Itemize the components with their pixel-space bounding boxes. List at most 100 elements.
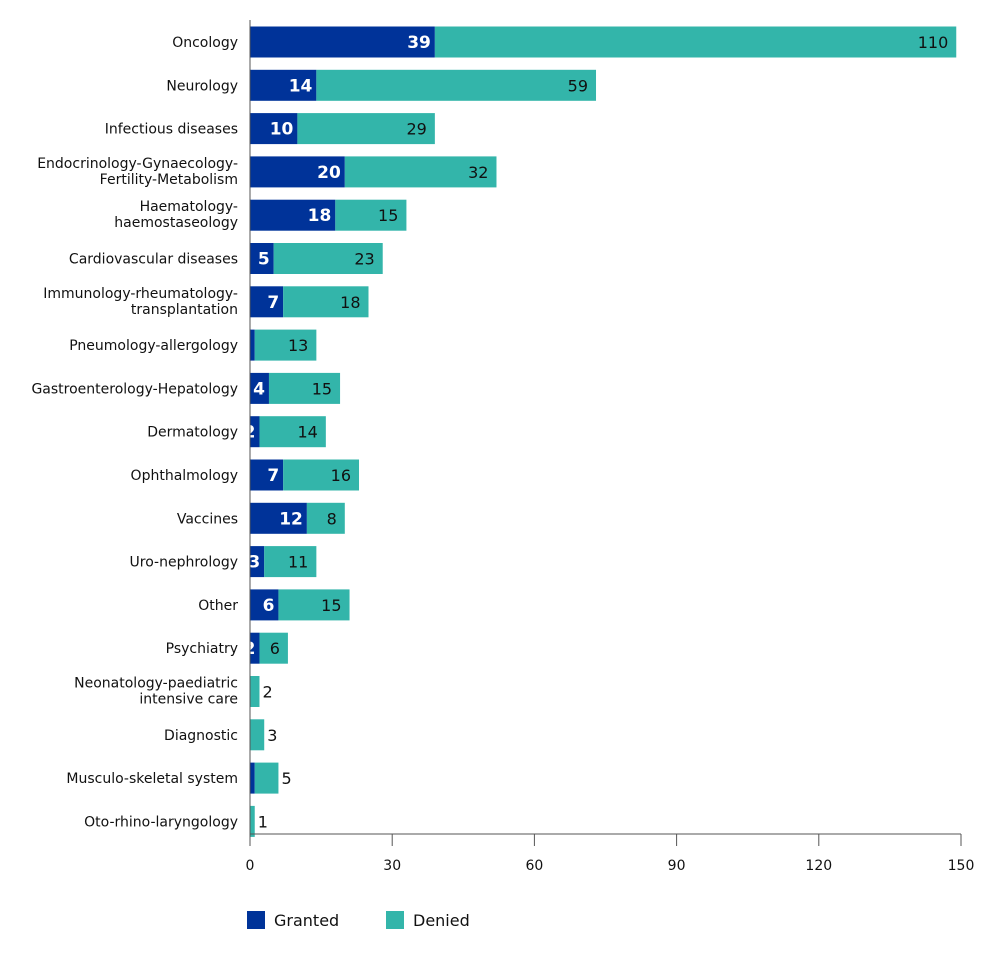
- data-label-denied: 15: [378, 206, 398, 225]
- data-label-granted: 5: [258, 250, 270, 270]
- bar-denied: [278, 589, 350, 621]
- category-label: Other: [198, 598, 238, 614]
- data-label-granted: 12: [279, 509, 303, 529]
- bar-granted: [250, 762, 255, 794]
- bar-denied: [283, 459, 360, 491]
- x-tick-label: 120: [805, 858, 832, 874]
- data-label-granted: 7: [267, 293, 279, 313]
- data-label-denied: 11: [288, 553, 308, 572]
- bar-granted: [250, 329, 255, 361]
- category-label: Ophthalmology: [131, 468, 238, 484]
- bar-granted: [250, 156, 345, 188]
- category-label: haemostaseology: [114, 215, 238, 231]
- bar-denied: [268, 372, 341, 404]
- data-label-denied: 6: [270, 639, 280, 658]
- bar-granted: [250, 113, 298, 145]
- data-label-denied: 13: [288, 336, 308, 355]
- bar-denied: [250, 676, 260, 707]
- category-label: transplantation: [131, 302, 238, 318]
- category-label: Diagnostic: [164, 728, 238, 744]
- data-label-denied: 15: [321, 596, 341, 615]
- x-tick-label: 90: [668, 858, 686, 874]
- bar-granted: [250, 589, 279, 621]
- data-label-granted: 39: [407, 33, 431, 53]
- category-label: Vaccines: [177, 511, 238, 527]
- bar-granted: [250, 546, 265, 578]
- bar-denied: [316, 69, 597, 101]
- data-label-denied: 29: [407, 120, 427, 139]
- bar-granted: [250, 416, 260, 448]
- data-label-granted: 1: [239, 769, 251, 789]
- bar-denied: [344, 156, 497, 188]
- data-label-denied: 15: [312, 379, 332, 398]
- bar-granted: [250, 632, 260, 664]
- x-axis: 0 30 60 90 120 150: [246, 20, 975, 874]
- x-tick-label: 0: [246, 858, 255, 874]
- bar-granted: [250, 286, 284, 318]
- bar-granted: [250, 26, 435, 58]
- category-label: Musculo-skeletal system: [66, 771, 238, 787]
- bar-granted: [250, 502, 307, 534]
- data-label-granted: 3: [248, 553, 260, 573]
- data-label-granted: 10: [270, 120, 294, 140]
- data-label-denied: 2: [262, 683, 272, 702]
- data-label-granted: 18: [308, 206, 332, 226]
- category-label: Oto-rhino-laryngology: [84, 814, 238, 830]
- category-label: Endocrinology-Gynaecology-: [37, 156, 238, 172]
- bar-denied: [259, 416, 326, 448]
- data-label-denied: 18: [340, 293, 360, 312]
- data-label-denied: 3: [267, 726, 277, 745]
- data-label-denied: 14: [297, 423, 317, 442]
- category-label: Oncology: [172, 35, 238, 51]
- data-label-granted: 6: [263, 596, 275, 616]
- data-label-granted: 20: [317, 163, 341, 183]
- category-label: Neurology: [166, 78, 238, 94]
- bar-granted: [250, 69, 317, 101]
- legend-label-denied: Denied: [413, 911, 470, 930]
- bar-granted: [250, 243, 274, 274]
- bar-denied: [297, 113, 435, 145]
- data-label-denied: 32: [468, 163, 488, 182]
- bar-denied: [306, 502, 345, 534]
- data-label-denied: 16: [331, 466, 351, 485]
- category-label: Fertility-Metabolism: [100, 172, 238, 188]
- category-label: Dermatology: [147, 425, 238, 441]
- bar-denied: [434, 26, 957, 58]
- legend: Granted Denied: [247, 911, 470, 930]
- data-label-granted: 4: [253, 379, 265, 399]
- bar-denied: [254, 762, 279, 794]
- data-label-denied: 110: [918, 33, 949, 52]
- bar-denied: [283, 286, 369, 318]
- category-label: Gastroenterology-Hepatology: [31, 381, 238, 397]
- data-label-granted: 7: [267, 466, 279, 486]
- bar-granted: [250, 199, 336, 231]
- data-label-denied: 8: [327, 509, 337, 528]
- category-label: intensive care: [139, 692, 238, 708]
- category-label: Uro-nephrology: [130, 555, 238, 571]
- data-label-granted: 1: [239, 336, 251, 356]
- bar-denied: [264, 546, 317, 578]
- bar-granted: [250, 372, 269, 404]
- bar-denied: [250, 719, 265, 751]
- legend-swatch-granted: [247, 911, 265, 929]
- legend-swatch-denied: [386, 911, 404, 929]
- category-label: Neonatology-paediatric: [74, 676, 238, 692]
- bar-granted: [250, 459, 284, 491]
- bar-denied: [254, 329, 317, 361]
- category-label: Haematology-: [140, 199, 238, 215]
- bar-denied: [335, 199, 407, 231]
- data-label-denied: 23: [354, 250, 374, 269]
- data-label-denied: 1: [258, 812, 268, 831]
- data-label-granted: 14: [289, 76, 313, 96]
- bar-denied: [273, 243, 383, 274]
- x-tick-label: 150: [948, 858, 975, 874]
- data-label-denied: 59: [568, 76, 588, 95]
- x-tick-label: 30: [383, 858, 401, 874]
- x-tick-label: 60: [525, 858, 543, 874]
- data-label-denied: 5: [281, 769, 291, 788]
- category-label: Cardiovascular diseases: [69, 252, 238, 268]
- category-label: Infectious diseases: [105, 122, 238, 138]
